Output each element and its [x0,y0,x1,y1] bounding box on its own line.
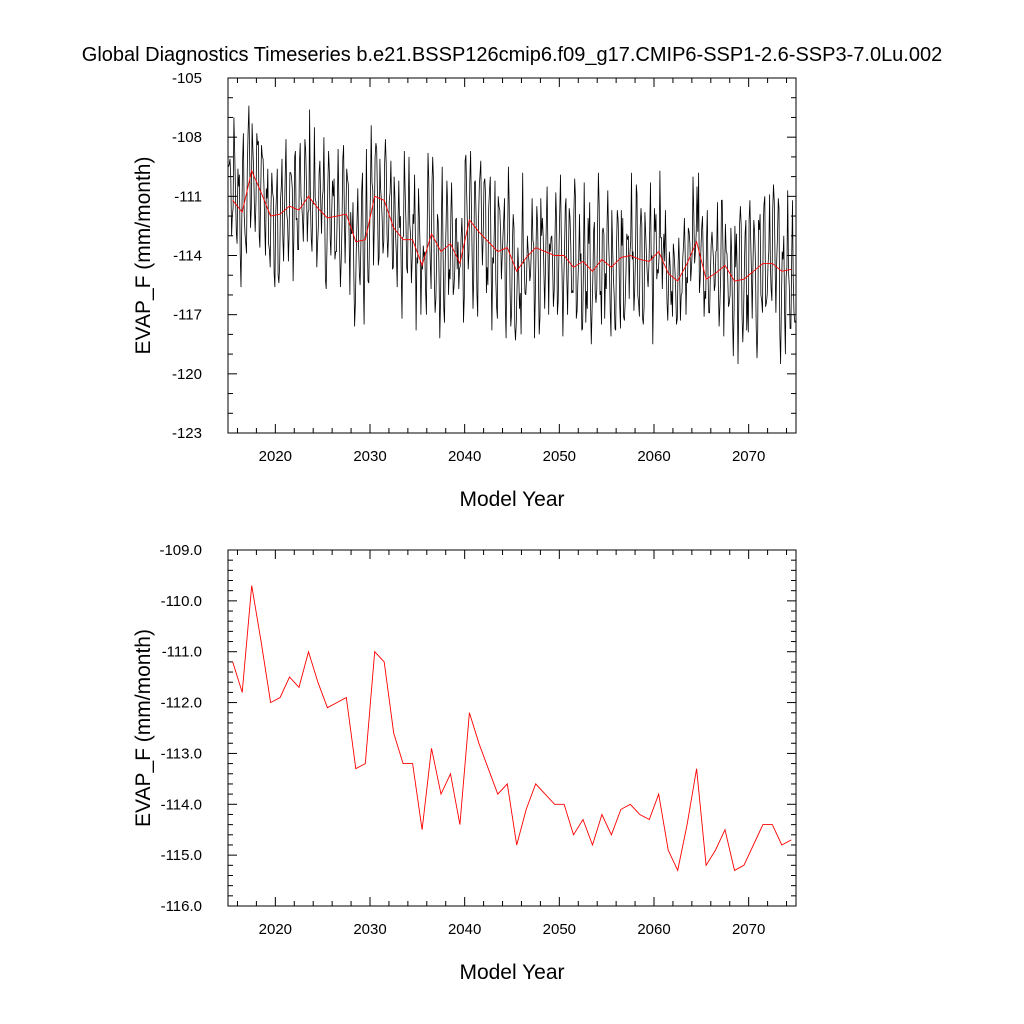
x-tick-label: 2030 [353,448,386,465]
monthly-series-line [228,105,796,365]
y-tick-label: -108 [172,129,202,146]
x-tick-label: 2020 [259,921,292,938]
y-tick-label: -110.0 [161,593,202,610]
y-tick-label: -113.0 [161,745,202,762]
y-tick-label: -116.0 [161,898,202,915]
y-tick-label: -111 [174,188,202,205]
y-tick-label: -120 [172,366,202,383]
x-tick-label: 2070 [732,448,765,465]
x-tick-label: 2060 [637,448,670,465]
annual-mean-series-line [232,585,792,872]
x-tick-label: 2060 [637,921,670,938]
x-tick-label: 2070 [732,921,765,938]
x-tick-label: 2040 [448,448,481,465]
y-tick-label: -123 [172,425,202,442]
top-panel: 2020 2030 2040 2050 2060 2070 -105 -108 -111 -114… [132,70,797,511]
x-tick-label: 2030 [353,921,386,938]
x-tick-label: 2050 [543,448,576,465]
x-tick-label: 2050 [543,921,576,938]
y-axis-label: EVAP_F (mm/month) [132,157,155,355]
annual-mean-series-line [232,169,792,282]
y-tick-label: -105 [172,70,202,87]
x-axis-label: Model Year [459,961,564,984]
x-tick-label: 2020 [259,448,292,465]
y-tick-label: -112.0 [161,695,202,712]
y-tick-label: -117 [173,307,202,324]
y-tick-label: -111.0 [162,644,202,661]
plot-frame [227,549,797,907]
y-tick-label: -114.0 [161,796,202,813]
x-tick-label: 2040 [448,921,481,938]
x-axis-label: Model Year [459,488,564,511]
bottom-panel: 2020 2030 2040 2050 2060 2070 -109.0 -110.0 -111… [132,542,797,984]
y-tick-label: -109.0 [159,542,202,559]
y-tick-label: -114 [173,248,202,265]
chart-title: Global Diagnostics Timeseries b.e21.BSSP… [81,44,943,66]
y-tick-label: -115.0 [161,847,202,864]
y-axis-label: EVAP_F (mm/month) [132,629,155,827]
